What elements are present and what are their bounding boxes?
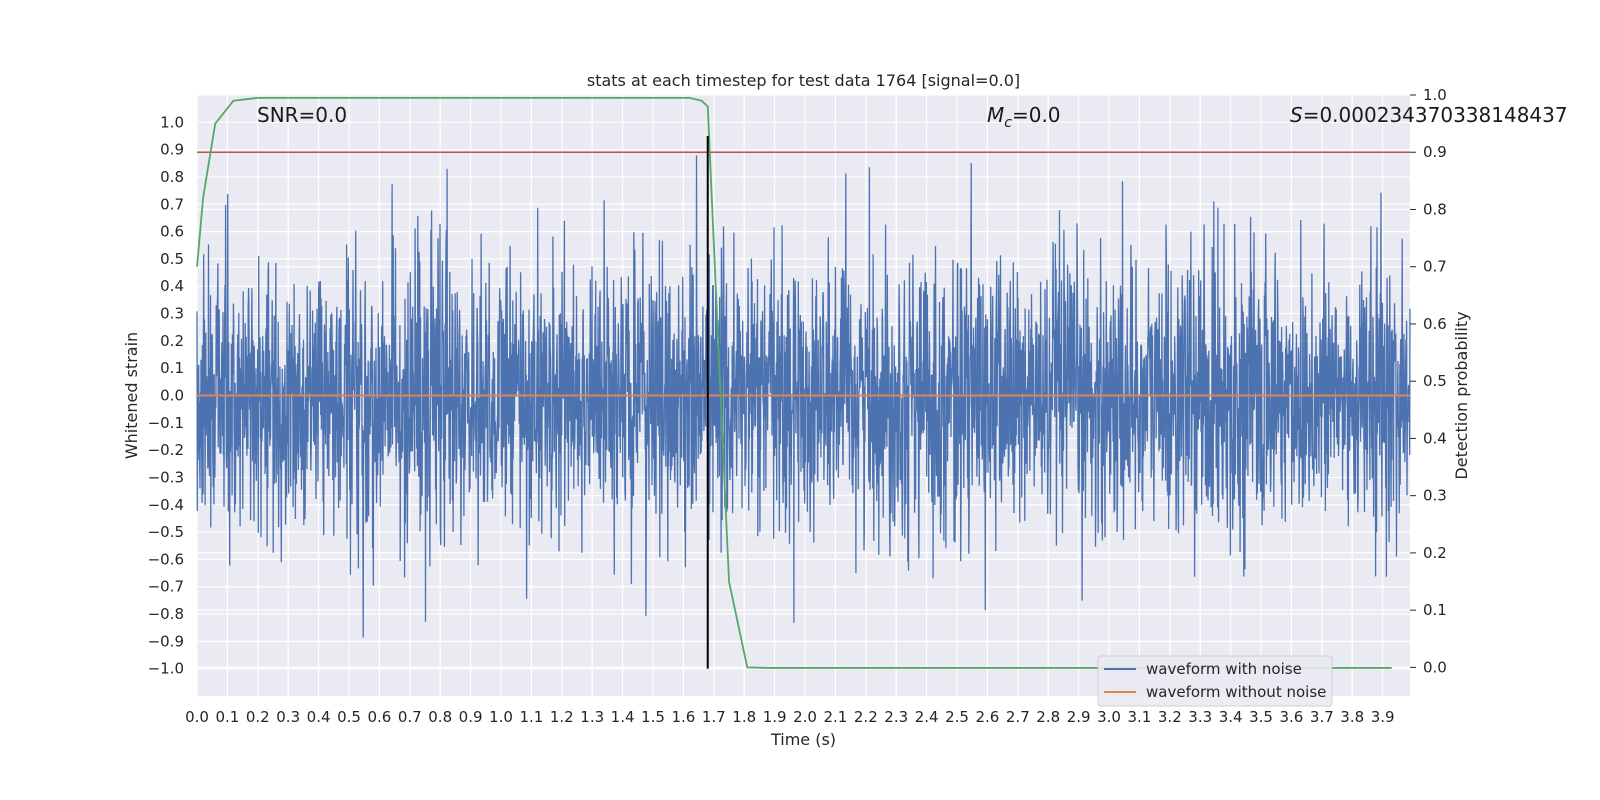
x-tick-label: 3.3 (1188, 708, 1212, 726)
y2-tick-label: 0.1 (1423, 601, 1447, 619)
y2-tick-label: 0.8 (1423, 200, 1447, 218)
x-tick-label: 3.5 (1249, 708, 1273, 726)
x-tick-label: 0.9 (459, 708, 483, 726)
legend-box (1097, 655, 1333, 707)
y-tick-label: −0.7 (148, 578, 184, 596)
y-tick-label: 0.2 (160, 332, 184, 350)
y2-tick-label: 0.0 (1423, 658, 1447, 676)
x-tick-label: 2.1 (823, 708, 847, 726)
series-line-detection-probability (196, 96, 1392, 669)
y-tick-label: −0.9 (148, 632, 184, 650)
y-tick-label: −0.1 (148, 414, 184, 432)
y-tick-label: 0.3 (160, 305, 184, 323)
x-tick-label: 0.7 (398, 708, 422, 726)
legend: waveform with noise waveform without nois… (1097, 655, 1333, 707)
x-tick-label: 1.0 (489, 708, 513, 726)
x-tick-label: 3.9 (1371, 708, 1395, 726)
x-tick-label: 2.0 (793, 708, 817, 726)
x-tick-label: 3.6 (1280, 708, 1304, 726)
y-tick-label: −0.6 (148, 550, 184, 568)
y2-tick-label: 0.5 (1423, 372, 1447, 390)
x-tick-label: 3.8 (1340, 708, 1364, 726)
x-tick-label: 3.1 (1128, 708, 1152, 726)
x-tick-label: 0.0 (185, 708, 209, 726)
x-tick-label: 0.3 (276, 708, 300, 726)
x-tick-label: 2.4 (915, 708, 939, 726)
y-tick-label: 0.9 (160, 141, 184, 159)
y-tick-label: −1.0 (148, 660, 184, 678)
y-tick-label: 1.0 (160, 113, 184, 131)
x-tick-label: 3.2 (1158, 708, 1182, 726)
y-tick-label: −0.4 (148, 496, 184, 514)
x-tick-label: 2.7 (1006, 708, 1030, 726)
y2-tick-label: 0.4 (1423, 429, 1447, 447)
x-tick-label: 2.2 (854, 708, 878, 726)
chart-lines (196, 96, 1410, 669)
y-tick-label: 0.6 (160, 223, 184, 241)
x-tick-label: 1.4 (611, 708, 635, 726)
x-tick-label: 0.5 (337, 708, 361, 726)
x-tick-label: 1.2 (550, 708, 574, 726)
x-tick-label: 2.8 (1036, 708, 1060, 726)
chart-title: stats at each timestep for test data 176… (587, 71, 1020, 90)
y-tick-label: −0.2 (148, 441, 184, 459)
x-tick-label: 3.4 (1219, 708, 1243, 726)
x-tick-label: 1.9 (763, 708, 787, 726)
score-annotation: S=0.000234370338148437 (1290, 103, 1568, 127)
y2-tick-label: 0.6 (1423, 315, 1447, 333)
x-tick-label: 0.1 (215, 708, 239, 726)
y2-axis-label: Detection probability (1452, 311, 1471, 479)
y2-tick-label: 1.0 (1423, 86, 1447, 104)
y-tick-label: 0.0 (160, 387, 184, 405)
y-tick-label: 0.4 (160, 277, 184, 295)
snr-annotation: SNR=0.0 (257, 103, 347, 127)
x-tick-label: 0.6 (367, 708, 391, 726)
y-tick-label: 0.5 (160, 250, 184, 268)
y-tick-label: 0.8 (160, 168, 184, 186)
x-tick-label: 2.3 (884, 708, 908, 726)
y-axis-ticks: 1.0 0.9 0.8 0.7 0.6 0.5 0.4 0.3 0.2 0.1 0.0 −0.1 −0.… (148, 113, 184, 677)
legend-label: waveform without noise (1146, 683, 1326, 701)
y-tick-label: −0.5 (148, 523, 184, 541)
x-tick-label: 2.6 (975, 708, 999, 726)
y-tick-label: 0.1 (160, 359, 184, 377)
x-tick-label: 3.0 (1097, 708, 1121, 726)
x-tick-label: 2.9 (1067, 708, 1091, 726)
x-tick-label: 0.2 (246, 708, 270, 726)
y-tick-label: 0.7 (160, 195, 184, 213)
x-tick-label: 1.6 (671, 708, 695, 726)
y-tick-label: −0.3 (148, 468, 184, 486)
x-tick-label: 3.7 (1310, 708, 1334, 726)
y2-axis-ticks: 1.0 0.9 0.8 0.7 0.6 0.5 0.4 0.3 0.2 0.1 0.0 (1410, 86, 1447, 676)
y2-tick-label: 0.7 (1423, 258, 1447, 276)
x-tick-label: 1.3 (580, 708, 604, 726)
series-line-waveform-with-noise (196, 155, 1411, 638)
y2-tick-label: 0.3 (1423, 487, 1447, 505)
x-tick-label: 0.8 (428, 708, 452, 726)
x-axis-ticks: 0.0 0.1 0.2 0.3 0.4 0.5 0.6 0.7 0.8 0.9 1.0 1.1 1.2 1… (185, 708, 1394, 726)
x-tick-label: 1.7 (702, 708, 726, 726)
y2-tick-label: 0.2 (1423, 544, 1447, 562)
chirp-mass-annotation: Mc=0.0 (987, 103, 1061, 131)
x-tick-label: 2.5 (945, 708, 969, 726)
legend-label: waveform with noise (1146, 660, 1302, 678)
y2-tick-label: 0.9 (1423, 143, 1447, 161)
x-tick-label: 1.5 (641, 708, 665, 726)
x-tick-label: 0.4 (307, 708, 331, 726)
x-tick-label: 1.8 (732, 708, 756, 726)
x-axis-label: Time (s) (770, 730, 836, 749)
y-axis-label: Whitened strain (122, 332, 141, 459)
y-tick-label: −0.8 (148, 605, 184, 623)
x-tick-label: 1.1 (519, 708, 543, 726)
noisy-waveform-series (196, 155, 1411, 638)
